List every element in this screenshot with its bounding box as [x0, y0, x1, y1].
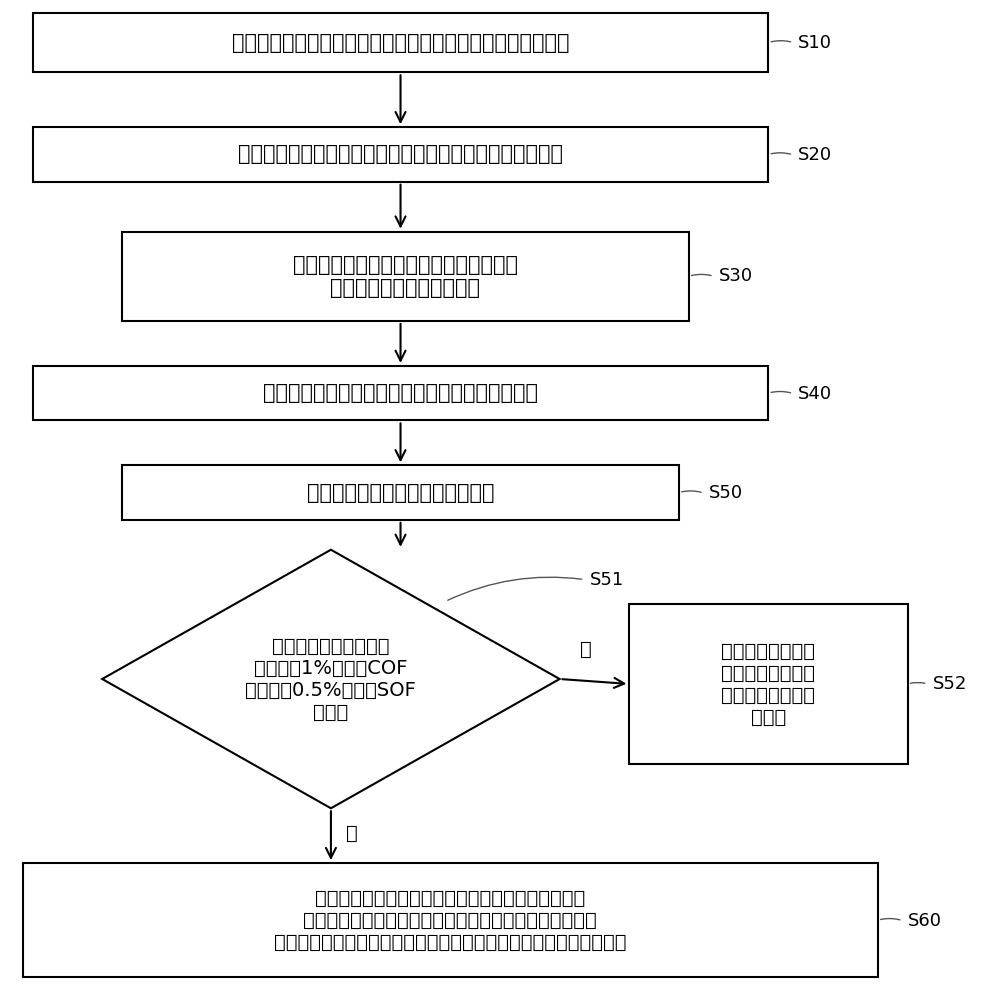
- Bar: [33, 13, 768, 72]
- Text: 放弃对该组的测试
项与制作芯片所用
工艺参数进行相关
性分析: 放弃对该组的测试 项与制作芯片所用 工艺参数进行相关 性分析: [722, 641, 815, 726]
- Text: S20: S20: [799, 146, 832, 164]
- Text: 否: 否: [346, 824, 358, 843]
- Text: 该组中最严重良率损失
是否小于1%（针对COF
模式）或0.5%（针对SOF
模式）: 该组中最严重良率损失 是否小于1%（针对COF 模式）或0.5%（针对SOF 模…: [246, 636, 416, 721]
- Text: 寻找每组中良率损失最高的测试项: 寻找每组中良率损失最高的测试项: [307, 483, 494, 503]
- Text: 是: 是: [580, 640, 592, 659]
- Bar: [23, 863, 878, 977]
- Text: 获取至少一晶元上若干芯片的电性测试中各测试项的测试结果: 获取至少一晶元上若干芯片的电性测试中各测试项的测试结果: [232, 33, 569, 53]
- Text: S52: S52: [933, 675, 967, 693]
- Bar: [122, 232, 689, 321]
- Text: 根据上述测试结果获取该晶元对应的每个测试项的良率损失: 根据上述测试结果获取该晶元对应的每个测试项的良率损失: [238, 144, 563, 164]
- Text: S51: S51: [590, 571, 624, 589]
- Text: S40: S40: [799, 385, 832, 403]
- Text: 根据该晶元对应的每个测试项的良率损失
对各测试项进行相关性分析: 根据该晶元对应的每个测试项的良率损失 对各测试项进行相关性分析: [293, 255, 518, 298]
- Text: S50: S50: [709, 484, 742, 502]
- Text: 根据各测试项是否相关将上述所有测试项进行分组: 根据各测试项是否相关将上述所有测试项进行分组: [263, 383, 538, 403]
- Bar: [629, 604, 908, 764]
- Bar: [33, 127, 768, 182]
- Text: S60: S60: [908, 912, 942, 930]
- Text: 对良率损失最严重的测试项与制作芯片所用工艺参数
进行相关性分析，若该测试项与所用工艺参数均不相关，
则芯片所具有的与工艺水平不相称良率不属于特殊的、系统性的问题: 对良率损失最严重的测试项与制作芯片所用工艺参数 进行相关性分析，若该测试项与所用…: [274, 889, 626, 952]
- Polygon shape: [103, 550, 560, 808]
- Text: S10: S10: [799, 34, 832, 52]
- Text: S30: S30: [719, 267, 753, 285]
- Bar: [33, 366, 768, 420]
- Bar: [122, 465, 679, 520]
